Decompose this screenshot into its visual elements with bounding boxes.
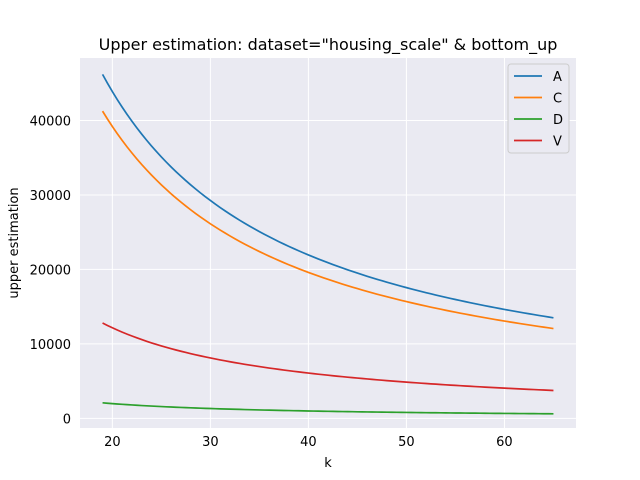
legend-entry: A [553,70,562,85]
legend-entry: D [553,113,563,128]
x-tick-label: 20 [104,435,121,450]
series-line-C [101,110,554,330]
grid [80,58,576,428]
x-tick-label: 60 [496,435,513,450]
y-tick-label: 20000 [30,263,71,278]
legend-box [507,63,570,154]
series-line-V [102,322,554,392]
legend-entry: C [553,92,562,107]
x-tick-label: 50 [398,435,415,450]
y-tick-label: 40000 [30,115,71,130]
tick-labels: 20 30 40 50 60 0 10000 20000 30000 40000 [30,115,513,450]
series-line-D [102,401,554,415]
series-lines [101,73,554,415]
chart-title: Upper estimation: dataset="housing_scale… [99,35,558,55]
x-axis-label: k [324,456,332,471]
x-tick-label: 40 [300,435,317,450]
x-tick-label: 30 [202,435,219,450]
legend-entry: V [553,135,562,150]
y-tick-label: 0 [63,412,71,427]
y-axis-label: upper estimation [7,187,22,298]
plot-background [80,58,576,428]
series-line-A [101,73,554,319]
y-tick-label: 10000 [30,338,71,353]
y-tick-label: 30000 [30,189,71,204]
